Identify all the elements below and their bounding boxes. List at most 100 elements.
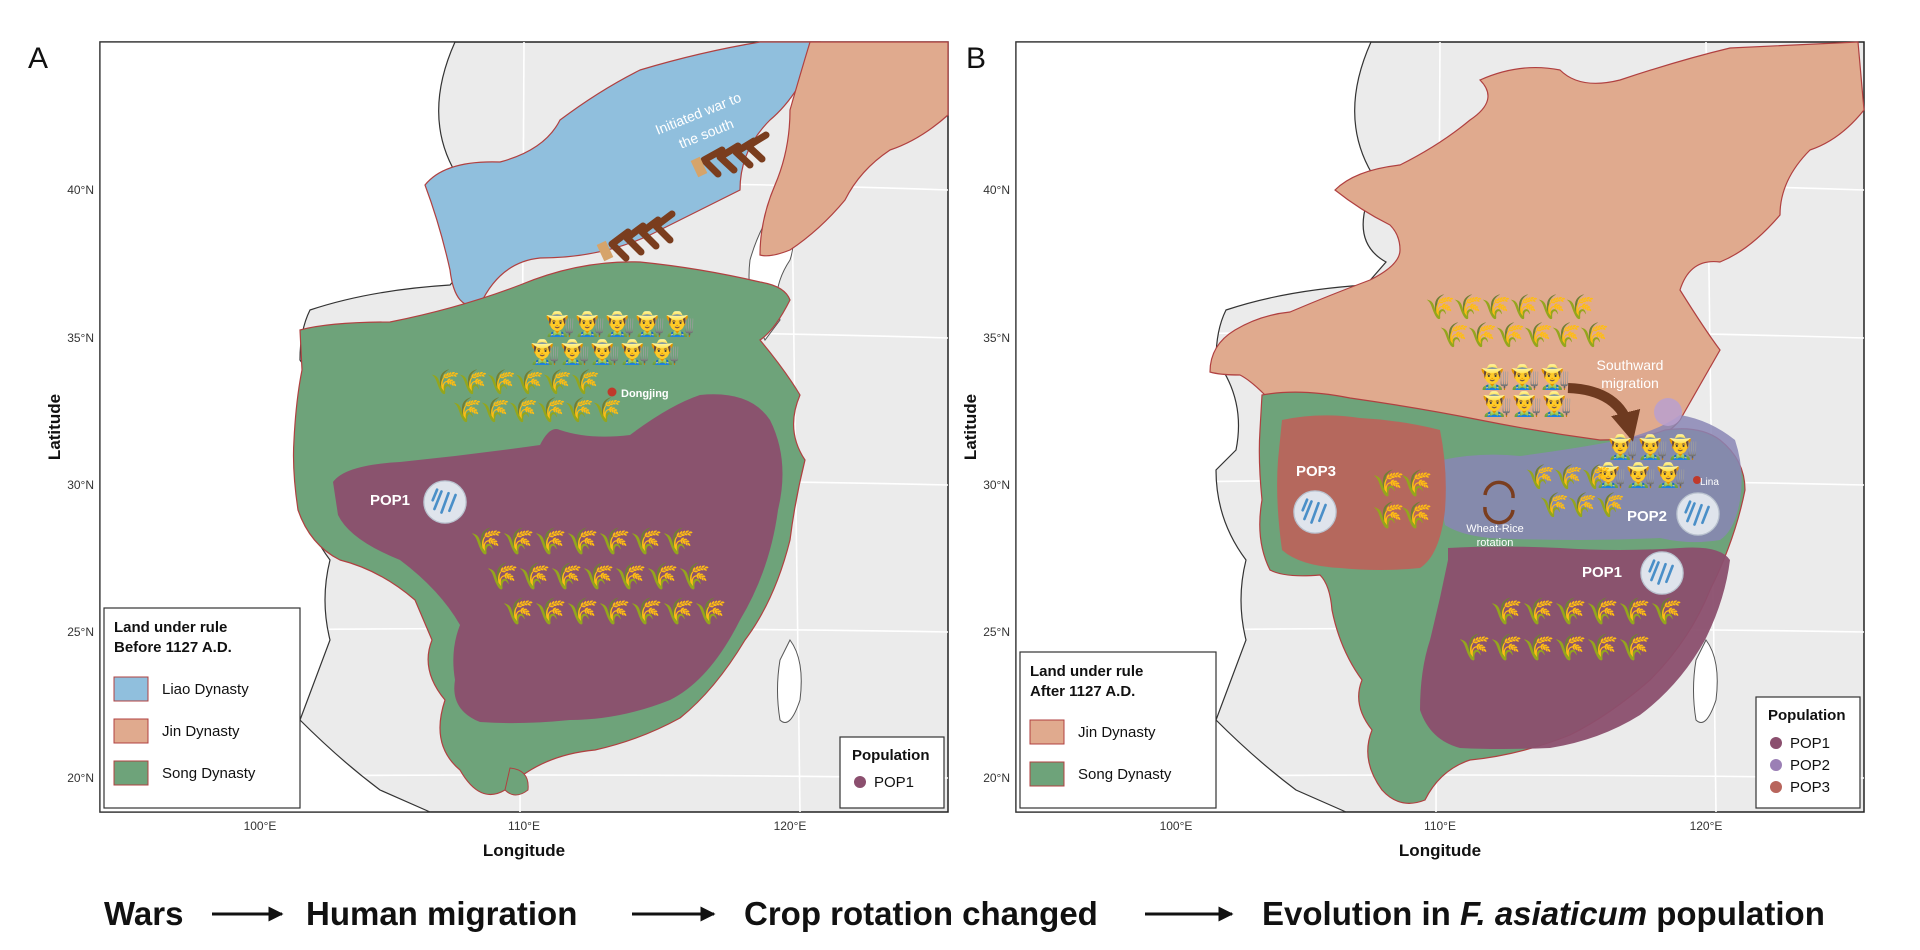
svg-text:40°N: 40°N xyxy=(67,183,94,197)
farmer-icon: 👨‍🌾 xyxy=(1607,434,1638,461)
rice-icon: 🌾 xyxy=(534,596,566,626)
farmer-icon: 👨‍🌾 xyxy=(1637,434,1668,461)
rice-icon: 🌾 xyxy=(1490,632,1522,662)
rice-icon: 🌾 xyxy=(582,561,614,591)
rice-icon: 🌾 xyxy=(630,596,662,626)
population-title: Population xyxy=(852,747,930,764)
legend-swatch xyxy=(113,718,149,744)
legend-a: Land under rule Before 1127 A.D. Liao Dy… xyxy=(103,607,301,809)
population-item: POP3 xyxy=(1790,779,1830,796)
rice-icon: 🌾 xyxy=(662,596,694,626)
farmer-icon: 👨‍🌾 xyxy=(634,311,665,338)
wheat-icon: 🌾 xyxy=(536,397,566,424)
wheat-icon: 🌾 xyxy=(542,369,572,396)
rice-icon: 🌾 xyxy=(598,596,630,626)
rice-icon: 🌾 xyxy=(1522,596,1554,626)
population-item: POP1 xyxy=(874,774,914,791)
legend-title: Land under rule xyxy=(1030,663,1143,680)
wheat-icon: 🌾 xyxy=(1567,492,1597,519)
legend-item: Song Dynasty xyxy=(162,765,256,782)
rice-icon: 🌾 xyxy=(630,526,662,556)
farmers-group-south: 👨‍🌾 👨‍🌾 👨‍🌾 👨‍🌾 👨‍🌾 👨‍🌾 xyxy=(1595,434,1698,489)
farmer-icon: 👨‍🌾 xyxy=(1625,462,1656,489)
svg-text:120°E: 120°E xyxy=(774,819,807,833)
svg-text:120°E: 120°E xyxy=(1690,819,1723,833)
wheat-icon: 🌾 xyxy=(508,397,538,424)
wheat-icon: 🌾 xyxy=(1565,294,1595,321)
land-taiwan xyxy=(777,639,802,723)
farmer-icon: 👨‍🌾 xyxy=(529,339,560,366)
svg-text:100°E: 100°E xyxy=(244,819,277,833)
pop-label: POP2 xyxy=(1627,508,1667,525)
rice-icon: 🌾 xyxy=(566,526,598,556)
panel-b: B 🌾 🌾 🌾 🌾 🌾 🌾 xyxy=(961,41,1865,860)
wheat-icon: 🌾 xyxy=(1467,322,1497,349)
panel-letter: B xyxy=(966,42,986,75)
rice-icon: 🌾 xyxy=(1458,632,1490,662)
y-axis-label: Latitude xyxy=(961,394,980,460)
rice-icon: 🌾 xyxy=(1618,596,1650,626)
wheat-icon: 🌾 xyxy=(1539,492,1569,519)
fungus-icon xyxy=(1676,492,1720,536)
farmer-icon: 👨‍🌾 xyxy=(559,339,590,366)
rotation-label-line1: Wheat-Rice xyxy=(1466,523,1523,535)
rice-icon: 🌾 xyxy=(1586,632,1618,662)
legend-swatch xyxy=(1029,761,1065,787)
rice-icon: 🌾 xyxy=(1372,468,1404,498)
rice-icon: 🌾 xyxy=(598,526,630,556)
rice-icon: 🌾 xyxy=(1522,632,1554,662)
rice-icon: 🌾 xyxy=(614,561,646,591)
rice-icon: 🌾 xyxy=(502,526,534,556)
migration-label-line1: Southward xyxy=(1597,357,1664,373)
farmer-icon: 👨‍🌾 xyxy=(664,311,695,338)
x-axis-label: Longitude xyxy=(1399,841,1481,860)
y-axis-label: Latitude xyxy=(45,394,64,460)
farmer-icon: 👨‍🌾 xyxy=(1481,391,1512,418)
farmer-icon: 👨‍🌾 xyxy=(1541,391,1572,418)
wheat-icon: 🌾 xyxy=(592,397,622,424)
rice-icon: 🌾 xyxy=(1554,632,1586,662)
city-marker xyxy=(607,387,617,397)
region-pop1 xyxy=(1420,546,1730,749)
rice-group: 🌾 🌾 🌾 🌾 🌾 🌾 🌾 🌾 🌾 🌾 🌾 🌾 🌾 🌾 🌾 🌾 🌾 🌾 🌾 🌾 … xyxy=(470,526,726,626)
hainan xyxy=(504,767,529,796)
rotation-cycle-icon xyxy=(1483,480,1515,525)
legend-b: Land under rule After 1127 A.D. Jin Dyna… xyxy=(1019,651,1217,809)
population-legend-a: Population POP1 xyxy=(839,736,945,809)
rice-icon: 🌾 xyxy=(694,596,726,626)
legend-subtitle: Before 1127 A.D. xyxy=(114,639,232,656)
population-item: POP1 xyxy=(1790,735,1830,752)
rice-icon: 🌾 xyxy=(646,561,678,591)
wheat-icon: 🌾 xyxy=(1579,322,1609,349)
rice-icon: 🌾 xyxy=(534,526,566,556)
wheat-icon: 🌾 xyxy=(1523,322,1553,349)
svg-text:20°N: 20°N xyxy=(67,771,94,785)
rice-icon: 🌾 xyxy=(1554,596,1586,626)
wheat-group-band: 🌾 🌾 🌾 🌾 🌾 🌾 xyxy=(1525,464,1625,519)
svg-text:20°N: 20°N xyxy=(983,771,1010,785)
rice-icon: 🌾 xyxy=(550,561,582,591)
wheat-icon: 🌾 xyxy=(486,369,516,396)
wheat-icon: 🌾 xyxy=(1481,294,1511,321)
migration-label-line2: migration xyxy=(1601,375,1659,391)
svg-text:110°E: 110°E xyxy=(1424,819,1456,833)
city-label: Dongjing xyxy=(621,388,669,400)
rice-icon: 🌾 xyxy=(486,561,518,591)
pop-label: POP1 xyxy=(1582,564,1622,581)
rice-icon: 🌾 xyxy=(1372,500,1404,530)
land-taiwan xyxy=(1693,639,1718,723)
svg-text:25°N: 25°N xyxy=(67,625,94,639)
svg-text:30°N: 30°N xyxy=(983,478,1010,492)
rice-icon: 🌾 xyxy=(1400,500,1432,530)
wheat-icon: 🌾 xyxy=(1439,322,1469,349)
region-pop2 xyxy=(1440,415,1742,543)
svg-text:25°N: 25°N xyxy=(983,625,1010,639)
rotation-label-line2: rotation xyxy=(1477,537,1514,549)
flow-step-evolution: Evolution in F. asiaticum population xyxy=(1262,895,1825,932)
fungus-icon xyxy=(423,480,467,524)
wheat-icon: 🌾 xyxy=(1581,464,1611,491)
wheat-icon: 🌾 xyxy=(1553,464,1583,491)
farmer-icon: 👨‍🌾 xyxy=(1509,364,1540,391)
wheat-icon: 🌾 xyxy=(430,369,460,396)
